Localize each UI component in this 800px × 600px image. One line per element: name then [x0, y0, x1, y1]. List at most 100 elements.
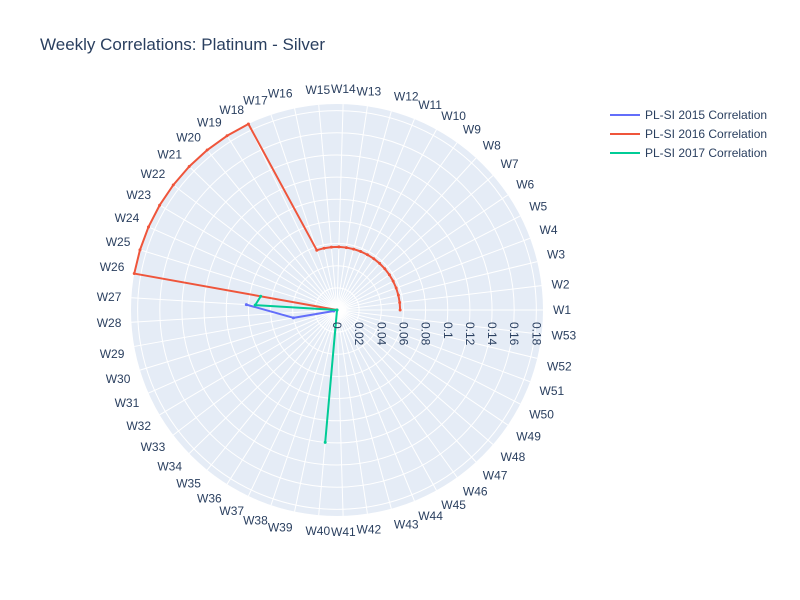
- angular-gridline: [336, 309, 392, 509]
- legend-item[interactable]: PL-SI 2015 Correlation: [610, 108, 767, 122]
- data-point: [335, 308, 339, 312]
- angular-tick-label: W2: [552, 278, 570, 292]
- angular-gridline: [172, 184, 338, 311]
- angular-tick-label: W52: [547, 360, 572, 374]
- angular-tick-label: W41: [331, 525, 356, 539]
- data-point: [171, 183, 175, 187]
- data-point: [359, 249, 363, 253]
- radial-tick-label: 0.12: [463, 322, 477, 346]
- angular-gridline: [188, 166, 338, 311]
- radial-tick-label: 0.16: [507, 322, 521, 346]
- legend-label: PL-SI 2016 Correlation: [645, 127, 767, 141]
- angular-axis-labels: W1W2W3W4W5W6W7W8W9W10W11W12W13W14W15W16W…: [97, 82, 577, 539]
- angular-tick-label: W24: [115, 211, 140, 225]
- angular-tick-label: W27: [97, 290, 122, 304]
- angular-tick-label: W13: [357, 84, 382, 98]
- radial-axis-labels: 0 0.02 0.04 0.06 0.08 0.1 0.12 0.14 0.16 0.18: [330, 322, 543, 346]
- data-point: [205, 148, 209, 152]
- angular-gridline: [188, 309, 338, 454]
- angular-tick-label: W35: [176, 477, 201, 491]
- angular-gridline: [247, 123, 338, 311]
- legend-item[interactable]: PL-SI 2016 Correlation: [610, 127, 767, 141]
- angular-gridline: [336, 194, 509, 311]
- angular-gridline: [336, 285, 542, 311]
- radial-tick-label: 0.06: [397, 322, 411, 346]
- data-point: [244, 303, 248, 307]
- radial-tick-label: 0.18: [529, 322, 543, 346]
- data-point: [398, 308, 402, 312]
- angular-gridline: [131, 309, 338, 323]
- angular-gridline: [336, 118, 415, 311]
- legend[interactable]: PL-SI 2015 Correlation PL-SI 2016 Correla…: [610, 108, 767, 160]
- angular-tick-label: W36: [197, 492, 222, 506]
- legend-label: PL-SI 2017 Correlation: [645, 146, 767, 160]
- angular-gridline: [336, 175, 494, 311]
- series-2: [132, 122, 402, 312]
- angular-tick-label: W11: [418, 98, 442, 112]
- angular-gridline: [336, 106, 368, 311]
- angular-gridline: [270, 309, 338, 506]
- angular-gridline: [336, 142, 458, 311]
- angular-gridline: [148, 226, 338, 311]
- data-point: [246, 122, 250, 126]
- angular-gridline: [159, 204, 338, 311]
- angular-tick-label: W45: [441, 498, 466, 512]
- angular-tick-label: W44: [418, 509, 443, 523]
- angular-tick-label: W17: [243, 93, 268, 107]
- angular-tick-label: W50: [529, 408, 554, 422]
- angular-gridline: [336, 215, 521, 311]
- angular-tick-label: W30: [106, 372, 131, 386]
- angular-tick-label: W23: [126, 188, 151, 202]
- angular-gridline: [336, 309, 542, 335]
- legend-label: PL-SI 2015 Correlation: [645, 108, 767, 122]
- data-point: [387, 273, 391, 277]
- data-point: [365, 253, 369, 257]
- angular-tick-label: W33: [141, 440, 166, 454]
- angular-gridline: [270, 114, 338, 311]
- angular-gridline: [336, 309, 368, 514]
- data-point: [396, 293, 400, 297]
- data-point: [378, 261, 382, 265]
- series-layer: [132, 122, 402, 444]
- angular-gridline: [336, 261, 538, 311]
- angular-tick-label: W46: [463, 485, 488, 499]
- data-point: [337, 245, 341, 249]
- angular-gridline: [159, 309, 338, 416]
- data-point: [315, 248, 319, 252]
- angular-tick-label: W25: [106, 235, 131, 249]
- angular-gridline: [226, 135, 338, 311]
- data-point: [291, 316, 295, 320]
- angular-gridline: [336, 129, 437, 311]
- angular-gridline: [206, 149, 338, 311]
- angular-tick-label: W40: [305, 524, 330, 538]
- angular-tick-label: W47: [483, 468, 508, 482]
- angular-tick-label: W29: [100, 347, 125, 361]
- angular-tick-label: W43: [394, 517, 419, 531]
- angular-tick-label: W18: [219, 103, 244, 117]
- angular-gridline: [336, 309, 344, 516]
- angular-gridline: [172, 309, 338, 436]
- angular-tick-label: W28: [97, 316, 122, 330]
- angular-tick-label: W38: [243, 514, 268, 528]
- data-point: [138, 248, 142, 252]
- data-point: [383, 267, 387, 271]
- angular-tick-label: W19: [197, 115, 222, 129]
- angular-tick-label: W34: [157, 460, 182, 474]
- radial-tick-label: 0.02: [352, 322, 366, 346]
- data-point: [259, 294, 263, 298]
- angular-gridline: [148, 309, 338, 394]
- angular-gridline: [336, 309, 538, 359]
- angular-tick-label: W48: [501, 450, 526, 464]
- angular-tick-label: W9: [463, 123, 481, 137]
- angular-tick-label: W1: [553, 303, 571, 317]
- angular-gridline: [336, 309, 521, 405]
- radial-tick-label: 0.1: [441, 322, 455, 339]
- data-point: [394, 286, 398, 290]
- legend-item[interactable]: PL-SI 2017 Correlation: [610, 146, 767, 160]
- angular-gridline: [336, 309, 509, 426]
- data-point: [132, 272, 136, 276]
- angular-gridline: [336, 309, 437, 491]
- angular-gridline: [336, 309, 477, 463]
- data-point: [158, 203, 162, 207]
- data-point: [372, 257, 376, 261]
